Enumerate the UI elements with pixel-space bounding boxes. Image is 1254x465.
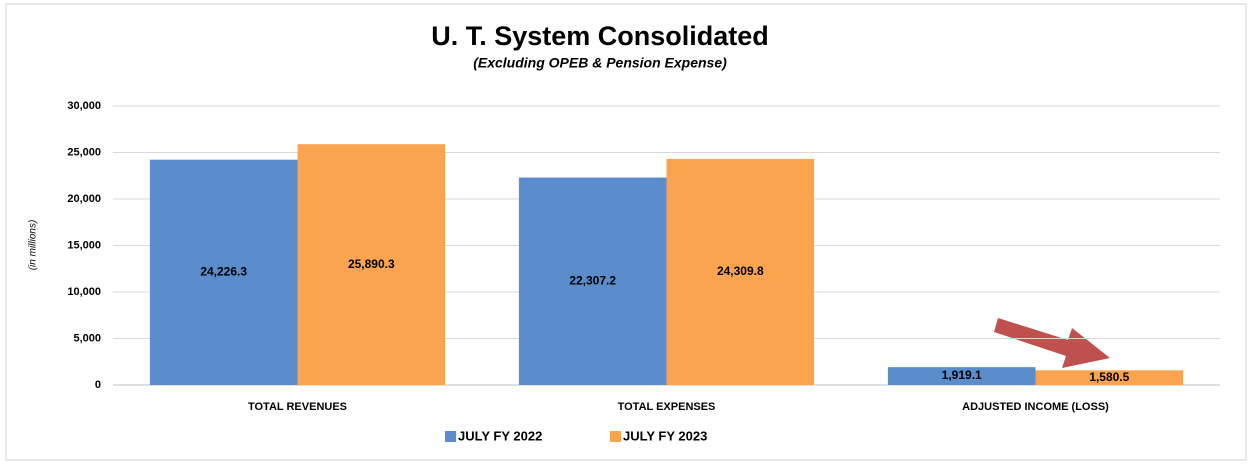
value-label: 25,890.3 [348,257,395,271]
y-tick-label: 20,000 [67,193,101,205]
chart-subtitle: (Excluding OPEB & Pension Expense) [473,55,727,71]
y-tick-label: 10,000 [67,286,101,298]
bar [887,367,1036,385]
y-axis-label: (in millions) [28,220,39,271]
chart-title: U. T. System Consolidated [431,21,769,51]
legend-swatch [610,431,621,442]
legend-label: JULY FY 2023 [623,428,707,443]
value-label: 1,919.1 [942,368,982,382]
x-tick-label: TOTAL REVENUES [248,401,347,413]
legend-swatch [445,431,456,442]
annotation-arrow [994,318,1110,368]
value-label: 1,580.5 [1089,370,1129,384]
y-tick-label: 25,000 [67,146,101,158]
bar [1035,370,1184,385]
bar [666,158,815,385]
value-label: 24,309.8 [717,264,764,278]
x-tick-label: ADJUSTED INCOME (LOSS) [962,401,1109,413]
bar [297,144,446,385]
bar [149,159,298,385]
value-label: 22,307.2 [569,273,616,287]
bar [518,177,667,385]
y-tick-label: 0 [95,379,101,391]
legend-label: JULY FY 2022 [458,428,542,443]
y-tick-label: 15,000 [67,239,101,251]
value-label: 24,226.3 [200,265,247,279]
arrow-shape [994,318,1110,368]
y-tick-label: 30,000 [67,100,101,112]
y-tick-label: 5,000 [73,332,101,344]
x-tick-label: TOTAL EXPENSES [618,401,716,413]
